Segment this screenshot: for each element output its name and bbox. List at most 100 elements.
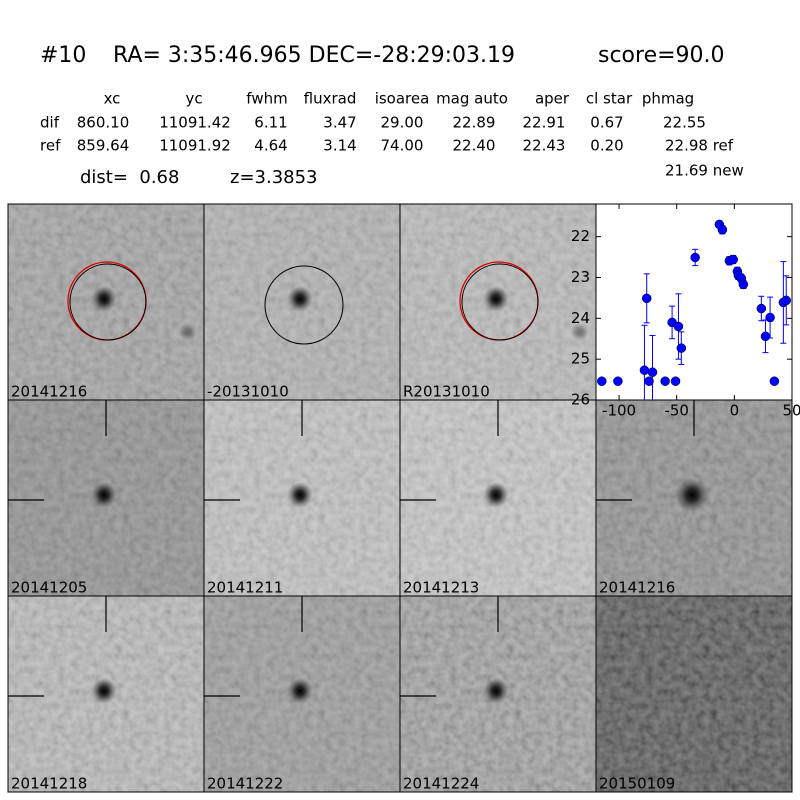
cell: 859.64 (77, 137, 130, 155)
y-tick-label: 26 (571, 391, 590, 409)
stamp: 20141222 (203, 595, 401, 793)
source (483, 482, 509, 508)
column-header: fwhm (246, 90, 287, 108)
stamp-label: 20141222 (207, 775, 283, 793)
row-label: ref (40, 137, 61, 155)
stamp: 20141224 (399, 595, 597, 793)
point (641, 293, 652, 304)
y-tick-label: 24 (571, 309, 590, 327)
neighbor-source (571, 323, 589, 341)
plot-area (595, 203, 793, 401)
point (639, 365, 650, 375)
source (287, 678, 313, 704)
point (728, 254, 738, 265)
redshift: z=3.3853 (230, 167, 318, 188)
point (738, 279, 749, 290)
column-header: phmag (642, 90, 694, 108)
coordinates: RA= 3:35:46.965 DEC=-28:29:03.19 (113, 43, 515, 68)
aperture-black (69, 263, 147, 341)
stamp-label: 20141216 (11, 383, 87, 401)
x-tick-label: -100 (602, 402, 636, 420)
neighbor-source (179, 323, 197, 341)
column-header: fluxrad (304, 90, 357, 108)
stamp: R20131010 (399, 203, 597, 401)
column-header: aper (535, 90, 570, 108)
cell: 74.00 (381, 137, 424, 155)
cell: 22.43 (523, 137, 566, 155)
source (91, 286, 117, 312)
cell: 11091.92 (159, 137, 231, 155)
column-header: xc (104, 90, 121, 108)
cell: 0.67 (590, 114, 623, 132)
cell: 22.40 (453, 137, 496, 155)
stamp: 20141211 (203, 399, 401, 597)
cell: 4.64 (254, 137, 287, 155)
stamp: 20141205 (7, 399, 205, 597)
new-mag: 21.69 new (665, 162, 744, 180)
source (287, 482, 313, 508)
source (91, 678, 117, 704)
point (597, 376, 607, 386)
x-tick-label: -50 (664, 402, 689, 420)
stamp-label: -20131010 (207, 383, 289, 401)
stamp-label: 20150109 (599, 775, 675, 793)
cell: 29.00 (381, 114, 424, 132)
point (760, 331, 771, 342)
stamp-frame (595, 595, 793, 793)
point (765, 312, 775, 323)
column-header: cl star (586, 90, 633, 108)
source (91, 482, 117, 508)
stamp: 20141218 (7, 595, 205, 793)
point (717, 224, 728, 235)
points (597, 219, 791, 400)
stamp-label: 20141205 (11, 579, 87, 597)
point (756, 303, 767, 314)
source (483, 286, 509, 312)
point (690, 252, 700, 263)
cell: 11091.42 (159, 114, 231, 132)
stamp-label: R20131010 (403, 383, 490, 401)
point (676, 343, 687, 353)
column-header: mag auto (436, 90, 508, 108)
stamp: 20150109 (595, 595, 793, 793)
cell: 6.11 (254, 114, 287, 132)
source (287, 286, 313, 312)
stamp-label: 20141211 (207, 579, 283, 597)
point (613, 376, 623, 386)
stamp: 20141213 (399, 399, 597, 597)
stamp-label: 20141213 (403, 579, 479, 597)
point (660, 376, 670, 386)
aperture-black (461, 263, 539, 341)
column-header: isoarea (375, 90, 430, 108)
cell: 3.47 (323, 114, 356, 132)
stamp: 20141216 (595, 399, 793, 597)
source (675, 478, 709, 512)
stamp-noise (596, 596, 792, 792)
cell: 3.14 (323, 137, 356, 155)
point (673, 321, 684, 332)
point (769, 376, 780, 386)
x-tick-label: 50 (782, 402, 800, 420)
cell: 22.55 (663, 114, 706, 132)
stamp: 20141216 (7, 203, 205, 401)
y-tick-label: 22 (571, 227, 590, 245)
y-tick-label: 25 (571, 350, 590, 368)
cell: 22.89 (453, 114, 496, 132)
distance: dist= 0.68 (80, 167, 179, 188)
score: score=90.0 (598, 43, 725, 68)
cell: 860.10 (77, 114, 130, 132)
point (670, 376, 681, 386)
point (647, 367, 658, 377)
aperture-black (264, 265, 344, 345)
point (781, 295, 791, 306)
row-label: dif (40, 114, 60, 132)
stamp-label: 20141224 (403, 775, 479, 793)
cell: 22.98 ref (665, 137, 734, 155)
column-header: yc (185, 90, 202, 108)
cell: 22.91 (523, 114, 566, 132)
stamp-label: 20141218 (11, 775, 87, 793)
y-tick-label: 23 (571, 268, 590, 286)
stamp-label: 20141216 (599, 579, 675, 597)
object-id: #10 (40, 43, 86, 68)
